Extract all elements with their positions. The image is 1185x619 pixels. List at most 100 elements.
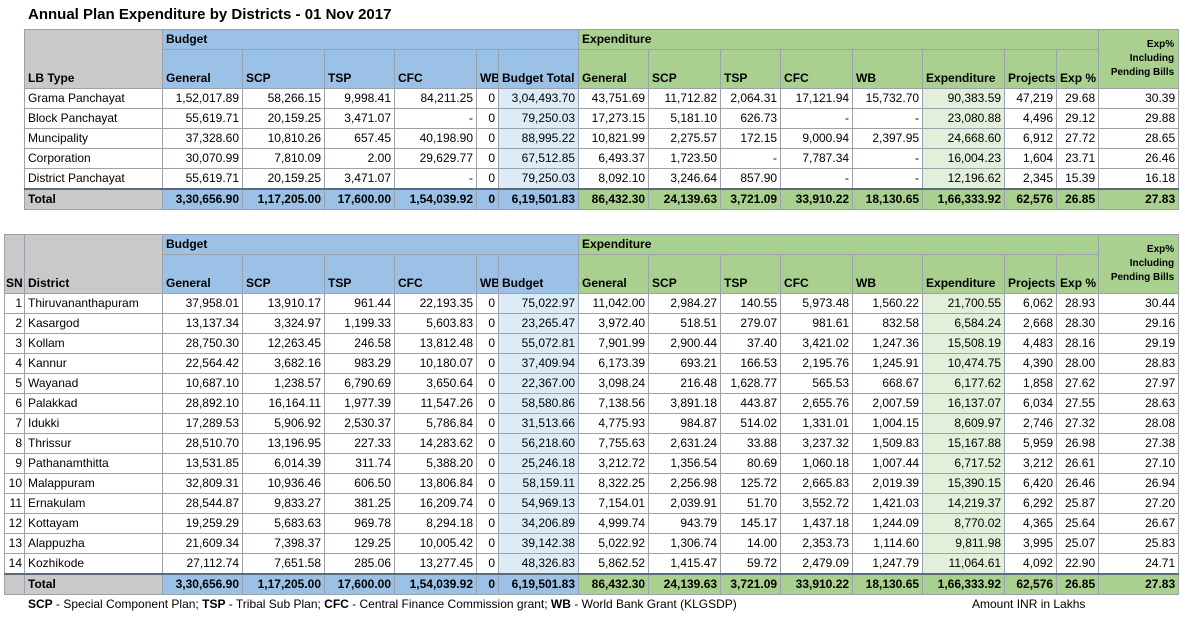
projects-cell: 4,092 [1004,553,1058,575]
table-row: Block Panchayat 55,619.71 20,159.25 3,471.0… [24,108,1180,129]
e-general-cell: 7,138.56 [578,393,650,414]
e-scp-cell: 24,139.63 [648,188,722,210]
wb-cell: 0 [476,353,499,374]
cfc-cell: 1,54,039.92 [394,188,477,210]
cfc-cell: - [394,168,477,190]
budget-group-header: Budget [161,29,580,50]
pend-cell: 30.44 [1098,293,1180,314]
e-wb-cell: - [852,148,924,169]
exp-tsp-header: TSP [720,49,782,89]
e-tsp-cell: 59.72 [720,553,782,575]
total-cell: 48,326.83 [497,553,580,575]
e-tsp-cell: 51.70 [720,493,782,514]
e-wb-cell: 1,509.83 [852,433,924,454]
scp-cell: 1,238.57 [242,373,325,394]
e-general-cell: 6,173.39 [578,353,650,374]
name-cell: Thrissur [24,433,163,454]
e-wb-cell: 2,019.39 [852,473,924,494]
table-row: 4 Kannur 22,564.42 3,682.16 983.29 10,180.07 0… [4,353,1180,374]
scp-cell: 5,906.92 [242,413,325,434]
e-scp-cell: 2,984.27 [648,293,722,314]
cfc-cell: 13,812.48 [394,333,477,354]
e-tsp-cell: 172.15 [720,128,782,149]
scp-cell: 9,833.27 [242,493,325,514]
e-wb-cell: 18,130.65 [852,573,924,595]
total-cell: 55,072.81 [497,333,580,354]
e-scp-cell: 2,275.57 [648,128,722,149]
cfc-cell: - [394,108,477,129]
table-row: 10 Malappuram 32,809.31 10,936.46 606.50 13,8… [4,473,1180,494]
e-cfc-cell: 3,552.72 [780,493,854,514]
tsp-cell: 2.00 [324,148,395,169]
total-label: Total [24,188,163,210]
legend-note: SCP - Special Component Plan; TSP - Trib… [28,597,737,611]
expenditure-group-header: Expenditure [578,29,1100,50]
expenditure-group-header: Expenditure [578,234,1100,255]
exp-tsp-header: TSP [720,254,782,294]
pend-cell: 29.16 [1098,313,1180,334]
general-cell: 55,619.71 [162,108,243,129]
pend-cell: 28.83 [1098,353,1180,374]
total-cell: 79,250.03 [497,108,580,129]
e-general-cell: 4,775.93 [578,413,650,434]
total-cell: 54,969.13 [497,493,580,514]
scp-cell: 20,159.25 [242,168,325,190]
e-wb-cell: 1,560.22 [852,293,924,314]
exp-cell: 14,219.37 [922,493,1006,514]
lb-type-header: LB Type [24,29,163,89]
projects-cell: 2,345 [1004,168,1058,190]
exp-cell: 16,004.23 [922,148,1006,169]
cfc-cell: 1,54,039.92 [394,573,477,595]
e-tsp-cell: 166.53 [720,353,782,374]
e-tsp-cell: 3,721.09 [720,188,782,210]
projects-cell: 1,604 [1004,148,1058,169]
cfc-cell: 10,180.07 [394,353,477,374]
sn-cell [4,573,25,595]
exp-cell: 90,383.59 [922,88,1006,109]
e-scp-cell: 1,356.54 [648,453,722,474]
table-row: Muncipality 37,328.60 10,810.26 657.45 40,19… [24,128,1180,149]
cfc-cell: 40,198.90 [394,128,477,149]
total-cell: 31,513.66 [497,413,580,434]
e-wb-cell: 1,421.03 [852,493,924,514]
legend-scp-text: - Special Component Plan; [52,597,203,611]
e-cfc-cell: - [780,108,854,129]
e-cfc-cell: 2,353.73 [780,533,854,554]
e-cfc-cell: 33,910.22 [780,573,854,595]
exp-cell: 8,770.02 [922,513,1006,534]
scp-cell: 58,266.15 [242,88,325,109]
exp-wb-header: WB [852,49,924,89]
pct-cell: 25.64 [1056,513,1100,534]
sn-cell: 6 [4,393,25,414]
pend-cell: 27.20 [1098,493,1180,514]
projects-cell: 2,746 [1004,413,1058,434]
e-general-cell: 5,022.92 [578,533,650,554]
cfc-cell: 84,211.25 [394,88,477,109]
e-scp-cell: 943.79 [648,513,722,534]
scp-cell: 1,17,205.00 [242,188,325,210]
e-cfc-cell: 2,479.09 [780,553,854,575]
cfc-cell: 5,603.83 [394,313,477,334]
cfc-cell: 3,650.64 [394,373,477,394]
pct-cell: 27.32 [1056,413,1100,434]
e-tsp-cell: 3,721.09 [720,573,782,595]
budget-cfc-header: CFC [394,254,477,294]
table-row: 1 Thiruvananthapuram 37,958.01 13,910.17 961… [4,293,1180,314]
scp-cell: 13,196.95 [242,433,325,454]
pct-cell: 28.16 [1056,333,1100,354]
total-label: Total [24,573,163,595]
sn-cell: 1 [4,293,25,314]
general-cell: 10,687.10 [162,373,243,394]
district-table: SN District Budget Expenditure Exp% Incl… [4,234,1180,595]
table-row: 13 Alappuzha 21,609.34 7,398.37 129.25 10,005… [4,533,1180,554]
general-cell: 19,259.29 [162,513,243,534]
e-wb-cell: 1,114.60 [852,533,924,554]
scp-cell: 16,164.11 [242,393,325,414]
cfc-cell: 8,294.18 [394,513,477,534]
tsp-cell: 6,790.69 [324,373,395,394]
wb-cell: 0 [476,313,499,334]
e-cfc-cell: 2,195.76 [780,353,854,374]
total-cell: 34,206.89 [497,513,580,534]
sn-cell: 14 [4,553,25,575]
lb-type-table: LB Type Budget Expenditure Exp% Includin… [24,29,1180,210]
